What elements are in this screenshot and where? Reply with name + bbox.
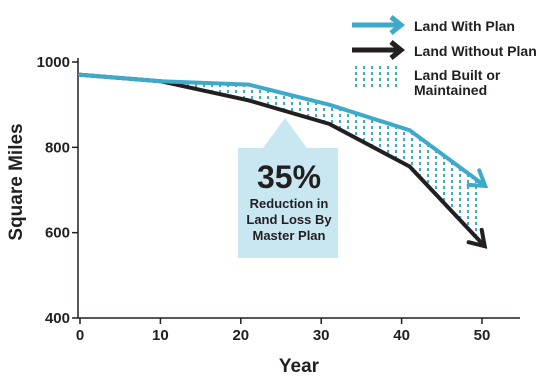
legend-label-land-built-1: Land Built or bbox=[414, 67, 501, 83]
y-axis-label: Square Miles bbox=[6, 123, 27, 240]
series-line-land-with-plan bbox=[78, 72, 484, 186]
x-axis-label: Year bbox=[279, 356, 320, 377]
callout-line-1: Reduction in bbox=[250, 196, 329, 211]
legend-arrow-land-with-plan bbox=[352, 15, 406, 35]
x-tick-label: 40 bbox=[393, 327, 410, 344]
x-tick-label: 20 bbox=[232, 327, 249, 344]
legend-arrow-land-without-plan bbox=[352, 40, 406, 60]
y-ticks: 400 600 800 1000 bbox=[37, 54, 78, 327]
y-tick-label: 600 bbox=[45, 225, 70, 242]
callout-line-2: Land Loss By bbox=[246, 212, 332, 227]
callout-box bbox=[238, 118, 338, 258]
x-tick-label: 10 bbox=[152, 327, 169, 344]
legend-dots-swatch bbox=[354, 66, 402, 90]
legend: Land With Plan Land Without Plan Land Bu… bbox=[344, 2, 550, 102]
x-ticks: 0 10 20 30 40 50 bbox=[76, 318, 491, 344]
x-tick-label: 0 bbox=[76, 327, 84, 344]
y-tick-label: 400 bbox=[45, 310, 70, 327]
callout-percent: 35% bbox=[257, 159, 321, 195]
series-arrowhead-land-with-plan bbox=[466, 168, 489, 189]
x-tick-label: 50 bbox=[474, 327, 491, 344]
reduction-callout: 35% Reduction in Land Loss By Master Pla… bbox=[238, 118, 338, 258]
y-tick-label: 800 bbox=[45, 139, 70, 156]
series-layer bbox=[78, 72, 489, 249]
callout-line-3: Master Plan bbox=[253, 228, 326, 243]
legend-label-land-built-2: Maintained bbox=[414, 82, 487, 98]
y-tick-label: 1000 bbox=[37, 54, 70, 71]
legend-label-land-with-plan: Land With Plan bbox=[414, 18, 515, 34]
x-tick-label: 30 bbox=[313, 327, 330, 344]
series-arrowhead-land-without-plan bbox=[466, 227, 488, 249]
legend-label-land-without-plan: Land Without Plan bbox=[414, 43, 537, 59]
